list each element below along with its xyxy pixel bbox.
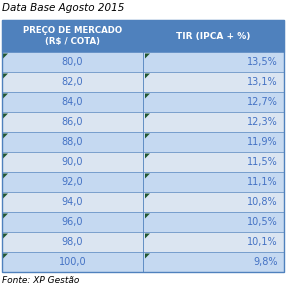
Polygon shape [3, 253, 8, 259]
Polygon shape [145, 173, 150, 178]
Polygon shape [145, 54, 150, 58]
Text: 11,1%: 11,1% [247, 177, 278, 187]
Text: 96,0: 96,0 [62, 217, 83, 227]
Polygon shape [3, 113, 8, 119]
Bar [2, 20, 284, 272]
Text: 13,5%: 13,5% [247, 57, 278, 67]
Text: 88,0: 88,0 [62, 137, 83, 147]
Polygon shape [145, 234, 150, 238]
Polygon shape [3, 94, 8, 98]
Polygon shape [145, 73, 150, 79]
Bar [2, 212, 284, 232]
Polygon shape [145, 154, 150, 159]
Text: 98,0: 98,0 [62, 237, 83, 247]
Text: 100,0: 100,0 [59, 257, 86, 267]
Text: 12,3%: 12,3% [247, 117, 278, 127]
Text: 10,1%: 10,1% [247, 237, 278, 247]
Polygon shape [3, 194, 8, 198]
Bar [2, 52, 284, 72]
Polygon shape [3, 173, 8, 178]
Bar [2, 252, 284, 272]
Text: 80,0: 80,0 [62, 57, 83, 67]
Bar [2, 20, 284, 52]
Text: PREÇO DE MERCADO
(R$ / COTA): PREÇO DE MERCADO (R$ / COTA) [23, 26, 122, 46]
Bar [2, 112, 284, 132]
Text: 10,5%: 10,5% [247, 217, 278, 227]
Text: 13,1%: 13,1% [247, 77, 278, 87]
Polygon shape [145, 253, 150, 259]
Bar [2, 152, 284, 172]
Text: Data Base Agosto 2015: Data Base Agosto 2015 [2, 3, 124, 13]
Polygon shape [3, 134, 8, 138]
Polygon shape [3, 234, 8, 238]
Text: 86,0: 86,0 [62, 117, 83, 127]
Text: 12,7%: 12,7% [247, 97, 278, 107]
Polygon shape [145, 194, 150, 198]
Text: 94,0: 94,0 [62, 197, 83, 207]
Polygon shape [145, 94, 150, 98]
Text: 11,9%: 11,9% [247, 137, 278, 147]
Text: 82,0: 82,0 [62, 77, 83, 87]
Text: 10,8%: 10,8% [247, 197, 278, 207]
Polygon shape [145, 113, 150, 119]
Text: 84,0: 84,0 [62, 97, 83, 107]
Polygon shape [3, 54, 8, 58]
Polygon shape [3, 213, 8, 219]
Bar [2, 132, 284, 152]
Bar [2, 72, 284, 92]
Polygon shape [3, 154, 8, 159]
Polygon shape [3, 73, 8, 79]
Bar [2, 92, 284, 112]
Bar [2, 172, 284, 192]
Text: Fonte: XP Gestão: Fonte: XP Gestão [2, 276, 80, 285]
Polygon shape [145, 213, 150, 219]
Text: TIR (IPCA + %): TIR (IPCA + %) [176, 32, 251, 41]
Text: 92,0: 92,0 [62, 177, 83, 187]
Bar [2, 192, 284, 212]
Text: 90,0: 90,0 [62, 157, 83, 167]
Bar [2, 232, 284, 252]
Polygon shape [145, 134, 150, 138]
Text: 9,8%: 9,8% [253, 257, 278, 267]
Text: 11,5%: 11,5% [247, 157, 278, 167]
